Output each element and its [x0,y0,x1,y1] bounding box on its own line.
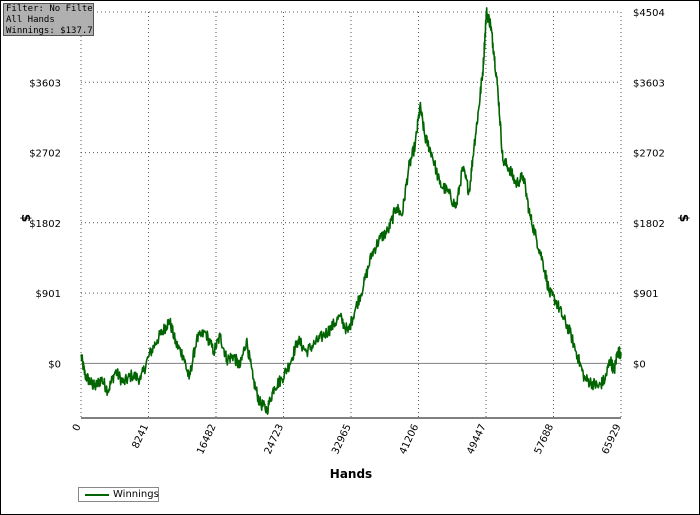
x-tick-label-7: 57688 [533,423,556,456]
y-tick-label-left-3: $2702 [29,149,61,160]
y-tick-label-right-5: $4504 [633,8,665,19]
x-tick-label-6: 49447 [465,423,488,456]
y-tick-label-left-0: $0 [48,359,61,370]
legend-swatch [85,494,109,496]
filter-line: Filter: No Filter [6,4,94,14]
y-tick-label-right-4: $3603 [633,78,665,89]
x-axis-title: Hands [330,467,372,481]
y-tick-label-left-2: $1802 [29,219,61,230]
x-tick-label-3: 24723 [263,423,286,456]
x-tick-label-2: 16482 [195,423,218,456]
y-axis-title-left: $ [19,214,33,222]
x-tick-label-4: 32965 [330,423,353,456]
winnings-line: Winnings: $137.77 [6,26,94,36]
x-tick-label-1: 8241 [130,423,151,451]
y-tick-label-left-1: $901 [36,289,61,300]
hands-line: All Hands [6,15,55,25]
y-tick-label-right-2: $1802 [633,219,665,230]
legend: Winnings [78,487,159,502]
grid-layer [80,11,622,418]
filter-info-box: Filter: No Filter All Hands Winnings: $1… [3,3,94,36]
x-tick-labels: 0 8241 16482 24723 32965 41206 49447 57688 65929 [71,423,624,456]
y-tick-label-right-0: $0 [633,359,646,370]
x-tick-label-5: 41206 [398,423,421,456]
y-axis-title-right: $ [677,214,691,222]
x-tick-label-8: 65929 [600,423,623,456]
y-tick-label-right-3: $2702 [633,149,665,160]
y-tick-labels-right: $0 $901 $1802 $2702 $3603 $4504 [633,8,665,370]
x-tick-label-0: 0 [71,423,84,433]
y-tick-label-left-4: $3603 [29,78,61,89]
y-tick-labels-left: $0$901$1802$2702$3603$4504 [29,8,61,370]
legend-label: Winnings [113,489,159,500]
series-layer [80,7,622,415]
y-tick-label-right-1: $901 [633,289,658,300]
series-line-0 [80,7,622,415]
